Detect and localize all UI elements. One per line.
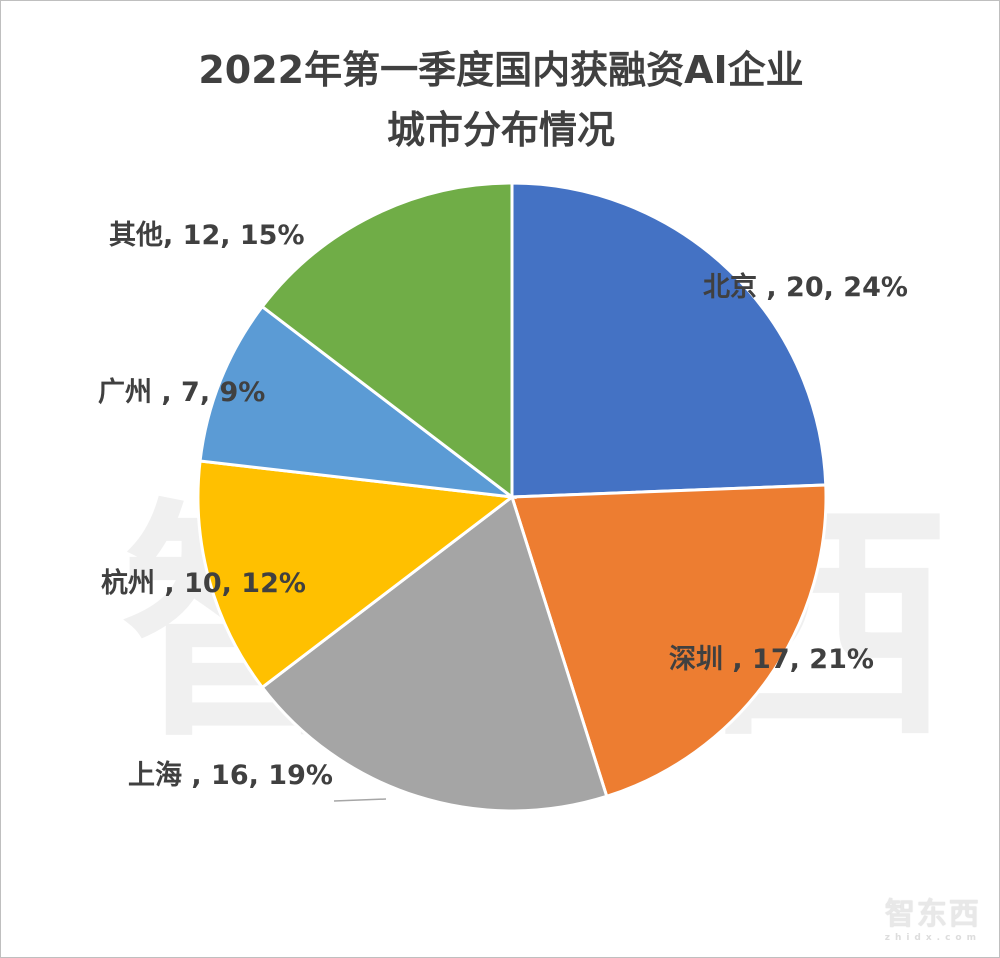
data-label-其他: 其他, 12, 15%: [109, 220, 305, 251]
data-label-杭州: 杭州 , 10, 12%: [101, 567, 306, 599]
data-label-广州: 广州 , 7, 9%: [98, 377, 265, 408]
pie-slice-上海: [260, 494, 609, 813]
logo-watermark: 智东西 zhidx.com: [885, 889, 981, 943]
data-label-深圳: 深圳 , 17, 21%: [669, 644, 874, 675]
chart-title-line-1: 2022年第一季度国内获融资AI企业: [198, 48, 804, 92]
data-label-上海: 上海 , 16, 19%: [128, 760, 333, 791]
pie-slice-深圳: [509, 483, 828, 799]
pie-slice-杭州: [196, 459, 516, 690]
chart-title-line-2: 城市分布情况: [386, 108, 615, 152]
pie-slice-广州: [198, 304, 518, 500]
leader-line: [333, 798, 387, 802]
pie-slice-北京: [510, 181, 828, 499]
data-label-北京: 北京 , 20, 24%: [703, 271, 908, 303]
logo-text: 智东西: [884, 897, 981, 932]
pie-slice-其他: [260, 181, 514, 501]
logo-url: zhidx.com: [884, 933, 981, 943]
